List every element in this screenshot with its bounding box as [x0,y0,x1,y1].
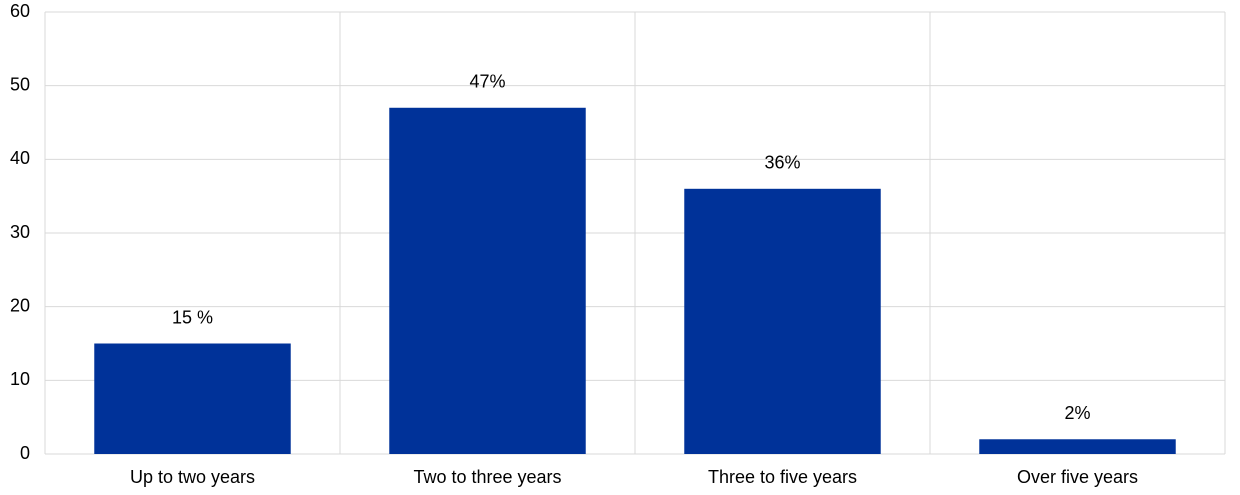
x-tick-label: Over five years [1017,467,1138,487]
y-tick-label: 50 [10,74,30,94]
x-tick-label: Up to two years [130,467,255,487]
y-tick-label: 40 [10,148,30,168]
y-tick-label: 60 [10,1,30,21]
bar [94,343,291,454]
x-tick-label: Three to five years [708,467,857,487]
value-label: 36% [764,153,800,173]
y-tick-label: 30 [10,222,30,242]
y-tick-label: 10 [10,369,30,389]
value-label: 15 % [172,307,213,327]
bar [389,107,586,455]
x-tick-label: Two to three years [413,467,561,487]
y-tick-label: 0 [20,443,30,463]
bar [979,439,1176,454]
value-label: 47% [469,72,505,92]
bar [684,188,881,455]
value-label: 2% [1064,403,1090,423]
y-tick-label: 20 [10,295,30,315]
